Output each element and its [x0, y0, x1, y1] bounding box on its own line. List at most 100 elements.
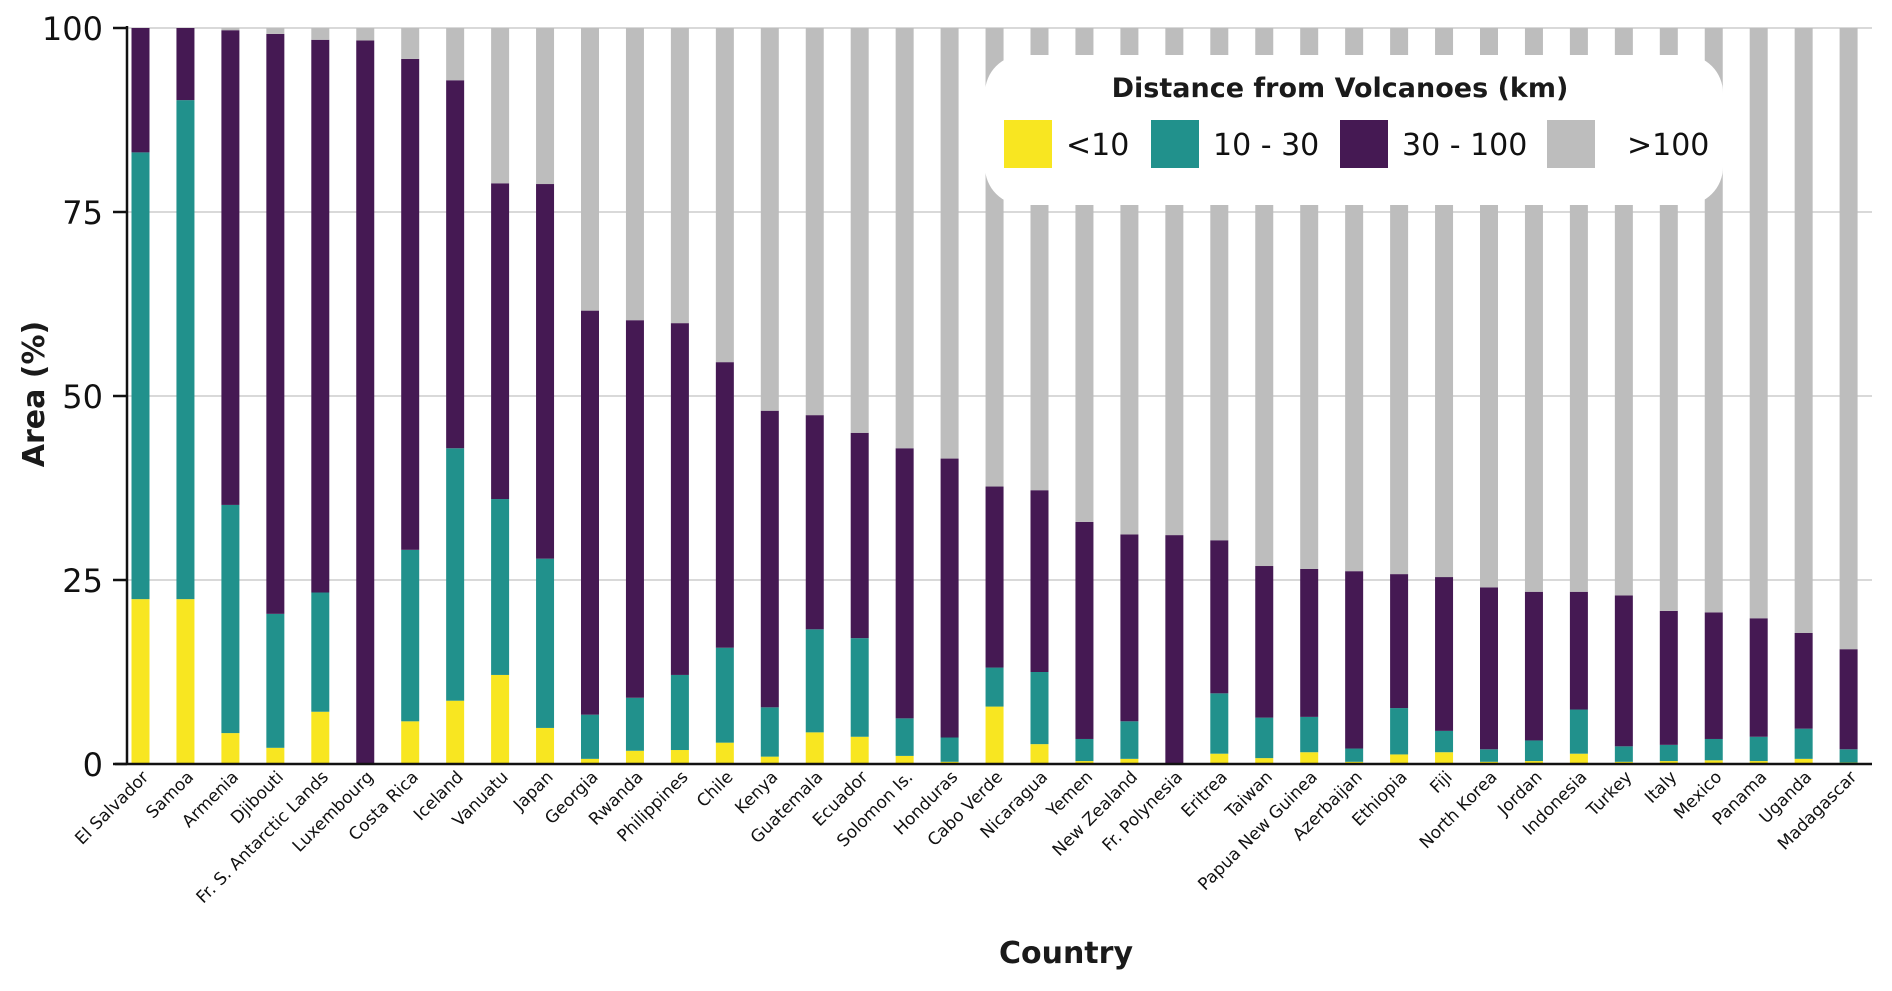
bar-stack	[940, 28, 959, 764]
bar-segment-0	[1524, 761, 1543, 764]
bar-segment-0	[805, 732, 824, 764]
y-tick-label: 0	[83, 746, 103, 784]
bar-segment-0	[1210, 753, 1229, 764]
bar-segment-1	[1839, 749, 1858, 763]
bar-segment-2	[311, 39, 330, 593]
bar-segment-2	[940, 458, 959, 738]
bar-segment-1	[1300, 716, 1319, 753]
bar-segment-2	[446, 80, 465, 449]
bar-segment-0	[446, 700, 465, 764]
bar-segment-1	[1524, 740, 1543, 762]
bar-segment-0	[491, 674, 510, 764]
y-tick-label: 50	[62, 378, 103, 416]
bar-segment-0	[1300, 752, 1319, 764]
bar-segment-2	[1075, 521, 1094, 739]
bar-segment-2	[491, 183, 510, 500]
bar-segment-0	[625, 750, 644, 764]
legend-item: <10	[1004, 120, 1129, 168]
bar-segment-1	[1435, 730, 1454, 753]
bar-segment-2	[1345, 571, 1364, 749]
bar-segment-1	[805, 629, 824, 733]
bar-segment-2	[1435, 577, 1454, 731]
bar-segment-3	[401, 28, 420, 59]
bar-segment-0	[1704, 760, 1723, 764]
bar-segment-3	[895, 28, 914, 449]
bar-segment-2	[1165, 535, 1184, 764]
bar-segment-0	[1120, 758, 1139, 764]
bar-segment-1	[221, 504, 240, 734]
bar-segment-3	[1794, 28, 1813, 633]
bar-segment-3	[715, 28, 734, 363]
bar-segment-1	[491, 499, 510, 675]
bar-segment-1	[670, 674, 689, 751]
bar-segment-0	[985, 706, 1004, 764]
bar-segment-2	[1120, 534, 1139, 722]
bar-stack	[311, 28, 330, 764]
bar-stack	[131, 28, 150, 764]
legend-label: 10 - 30	[1213, 128, 1319, 163]
bar-segment-3	[491, 28, 510, 184]
bar-stack	[625, 28, 644, 764]
bar-segment-2	[1569, 591, 1588, 710]
legend-swatch	[1004, 120, 1052, 168]
bar-segment-0	[221, 733, 240, 764]
bar-segment-2	[1524, 591, 1543, 741]
bar-segment-2	[850, 432, 869, 639]
legend-title: Distance from Volcanoes (km)	[1112, 73, 1569, 104]
bar-segment-1	[1075, 738, 1094, 762]
bar-segment-1	[940, 737, 959, 762]
bar-segment-1	[581, 714, 599, 759]
bar-stack	[670, 28, 689, 764]
legend-swatch	[1547, 120, 1595, 168]
bar-segment-3	[760, 28, 779, 411]
bar-stack	[446, 28, 465, 764]
bar-segment-0	[715, 742, 734, 764]
bar-stack	[1749, 28, 1768, 764]
bar-segment-0	[536, 727, 555, 764]
bar-segment-2	[985, 486, 1004, 668]
bar-segment-2	[625, 320, 644, 698]
legend-item: 10 - 30	[1151, 120, 1319, 168]
bar-segment-3	[221, 28, 240, 31]
bar-segment-2	[715, 362, 734, 648]
bar-segment-3	[536, 28, 555, 185]
bar-segment-2	[1749, 618, 1768, 737]
bar-segment-2	[1210, 540, 1229, 694]
bar-segment-2	[1390, 574, 1409, 709]
bar-stack	[176, 28, 195, 764]
bar-segment-2	[176, 28, 195, 101]
bar-segment-2	[1255, 566, 1274, 718]
bar-segment-0	[1390, 754, 1409, 764]
bar-segment-0	[760, 756, 779, 764]
bar-segment-3	[625, 28, 644, 321]
bar-stack	[536, 28, 555, 764]
bar-segment-1	[401, 549, 420, 722]
bar-segment-2	[805, 415, 824, 630]
bar-segment-1	[311, 592, 330, 712]
legend-label: >100	[1627, 128, 1709, 163]
x-tick-label: Chile	[693, 767, 737, 811]
x-axis-title: Country	[999, 936, 1133, 971]
bar-segment-0	[176, 599, 195, 764]
bar-segment-1	[1480, 749, 1498, 762]
bar-segment-2	[760, 410, 779, 708]
bar-segment-1	[131, 152, 150, 600]
bar-segment-3	[940, 28, 959, 459]
bar-segment-1	[895, 718, 914, 756]
y-tick-label: 100	[42, 10, 103, 48]
bar-segment-0	[1749, 761, 1768, 764]
bar-stack	[895, 28, 914, 764]
legend-label: 30 - 100	[1402, 128, 1527, 163]
bar-segment-0	[1075, 761, 1094, 764]
bar-segment-2	[1659, 610, 1678, 745]
bar-segment-2	[356, 40, 375, 764]
bar-stack	[221, 28, 240, 764]
bar-stack	[1839, 28, 1858, 764]
bar-segment-0	[1794, 758, 1813, 764]
bar-segment-0	[850, 736, 869, 764]
bar-segment-2	[670, 323, 689, 675]
bar-segment-2	[401, 58, 420, 550]
bar-stack	[401, 28, 420, 764]
legend-items: <10 10 - 30 30 - 100 >100	[1004, 120, 1709, 168]
bar-segment-3	[1839, 28, 1858, 650]
